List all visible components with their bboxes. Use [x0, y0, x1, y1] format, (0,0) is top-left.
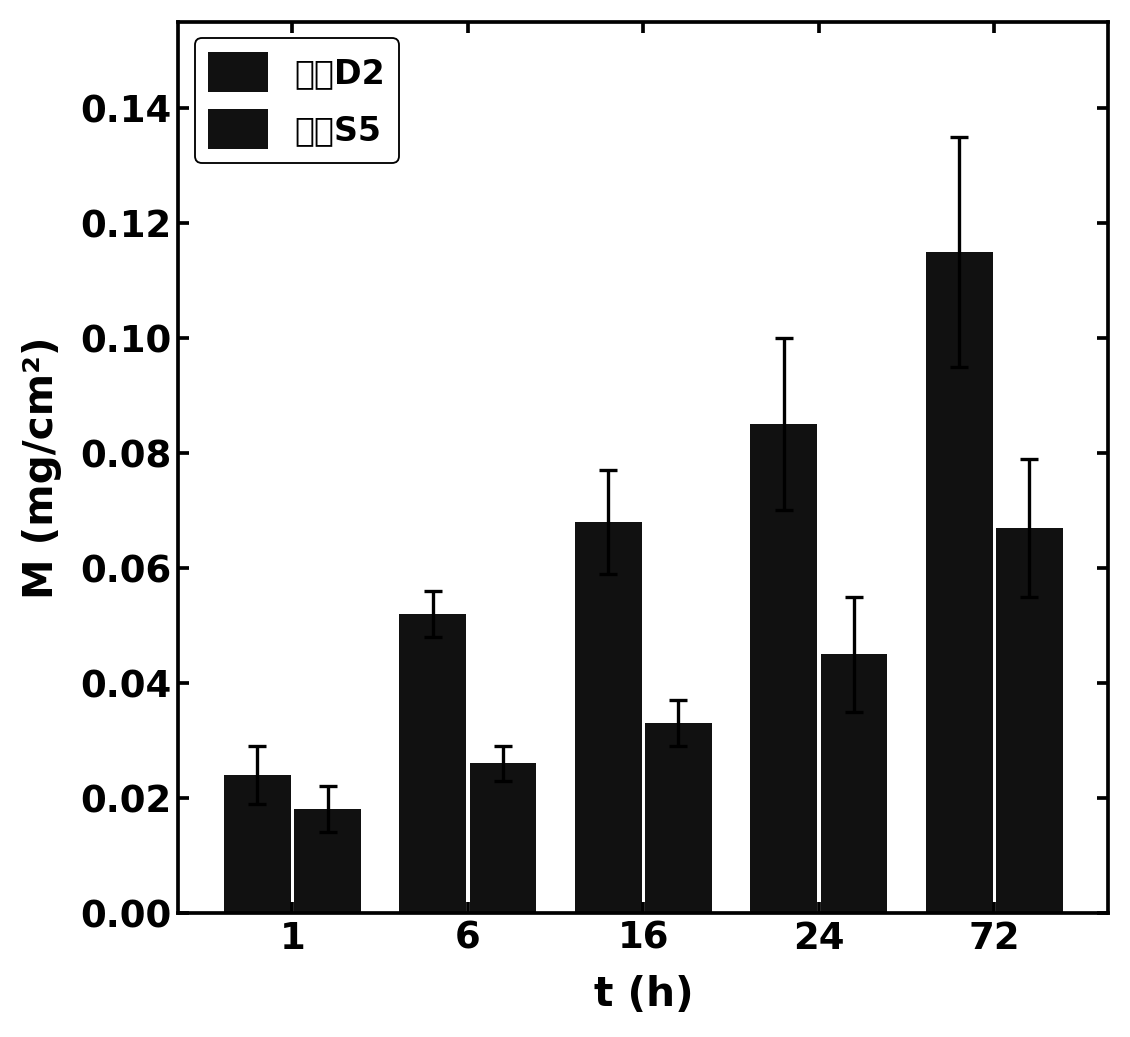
Bar — [645, 723, 712, 913]
Bar — [469, 763, 536, 913]
Legend: 样品D2, 样品S5: 样品D2, 样品S5 — [194, 38, 399, 163]
Bar — [294, 810, 360, 913]
Bar — [925, 252, 992, 913]
Bar — [224, 775, 290, 913]
Bar — [820, 654, 887, 913]
X-axis label: t (h): t (h) — [593, 975, 693, 1015]
Y-axis label: M (mg/cm²): M (mg/cm²) — [23, 336, 62, 598]
Bar — [399, 614, 466, 913]
Bar — [750, 424, 817, 913]
Bar — [575, 523, 642, 913]
Bar — [996, 528, 1062, 913]
